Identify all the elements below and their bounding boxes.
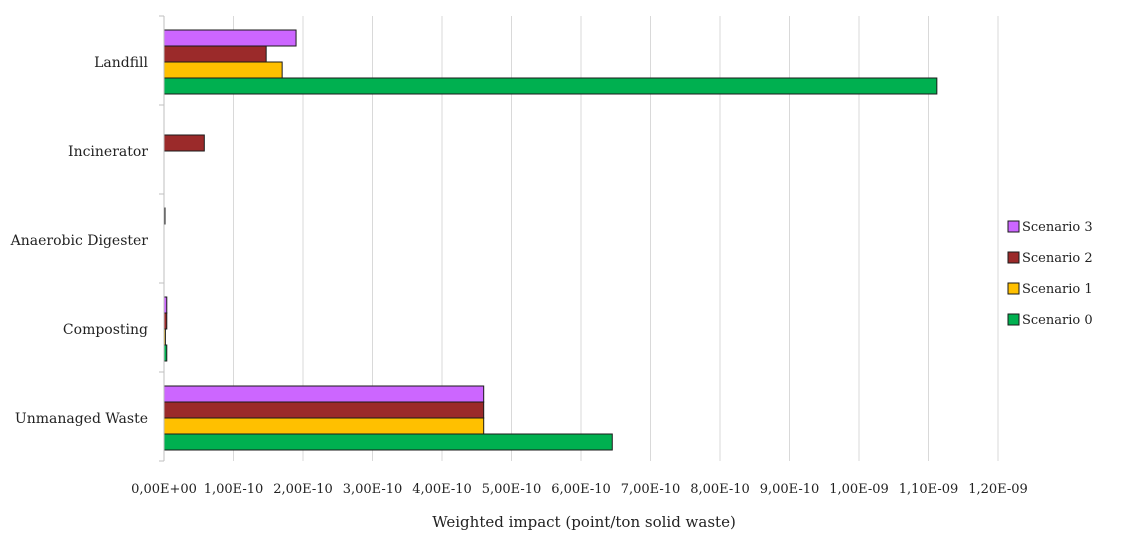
legend-label: Scenario 0 <box>1022 313 1093 328</box>
y-axis-ticks <box>159 15 164 462</box>
legend-swatch <box>1007 220 1020 233</box>
x-tick-label: 8,00E-10 <box>690 482 750 497</box>
category-label: Composting <box>63 322 148 338</box>
x-tick-label: 6,00E-10 <box>551 482 611 497</box>
x-tick-label: 5,00E-10 <box>482 482 542 497</box>
legend-label: Scenario 1 <box>1022 282 1093 297</box>
bar-landfill-scenario-0 <box>163 77 938 95</box>
x-tick-label: 1,00E-09 <box>829 482 889 497</box>
x-tick-label: 2,00E-10 <box>273 482 333 497</box>
legend-label: Scenario 3 <box>1022 220 1093 235</box>
legend-swatch <box>1007 313 1020 326</box>
x-tick-label: 1,10E-09 <box>899 482 959 497</box>
category-label: Unmanaged Waste <box>15 411 148 427</box>
bar-landfill-scenario-3 <box>163 29 297 47</box>
bar-incinerator-scenario-2 <box>163 134 205 152</box>
bar-unmanaged-waste-scenario-0 <box>163 433 613 451</box>
legend-swatch <box>1007 251 1020 264</box>
x-tick-label: 1,00E-10 <box>204 482 264 497</box>
x-tick-label: 0,00E+00 <box>131 482 197 497</box>
x-tick-label: 7,00E-10 <box>621 482 681 497</box>
legend-label: Scenario 2 <box>1022 251 1093 266</box>
bar-unmanaged-waste-scenario-2 <box>163 401 485 419</box>
legend: Scenario 3 Scenario 2 Scenario 1 Scenario 0 <box>1007 220 1093 328</box>
x-axis-tick-labels: 0,00E+00 1,00E-10 2,00E-10 3,00E-10 4,00E-10… <box>131 482 1028 497</box>
x-tick-label: 1,20E-09 <box>968 482 1028 497</box>
x-tick-label: 3,00E-10 <box>343 482 403 497</box>
bar-landfill-scenario-1 <box>163 61 283 79</box>
x-tick-label: 9,00E-10 <box>760 482 820 497</box>
bar-landfill-scenario-2 <box>163 45 267 63</box>
legend-swatch <box>1007 282 1020 295</box>
category-label: Incinerator <box>68 144 148 160</box>
category-label: Landfill <box>94 55 148 71</box>
bar-unmanaged-waste-scenario-3 <box>163 385 485 403</box>
bar-unmanaged-waste-scenario-1 <box>163 417 485 435</box>
bars <box>163 29 938 451</box>
x-tick-label: 4,00E-10 <box>412 482 472 497</box>
category-label: Anaerobic Digester <box>10 233 149 249</box>
category-labels: Landfill Incinerator Anaerobic Digester Com… <box>10 55 149 427</box>
x-axis-title: Weighted impact (point/ton solid waste) <box>432 513 736 531</box>
